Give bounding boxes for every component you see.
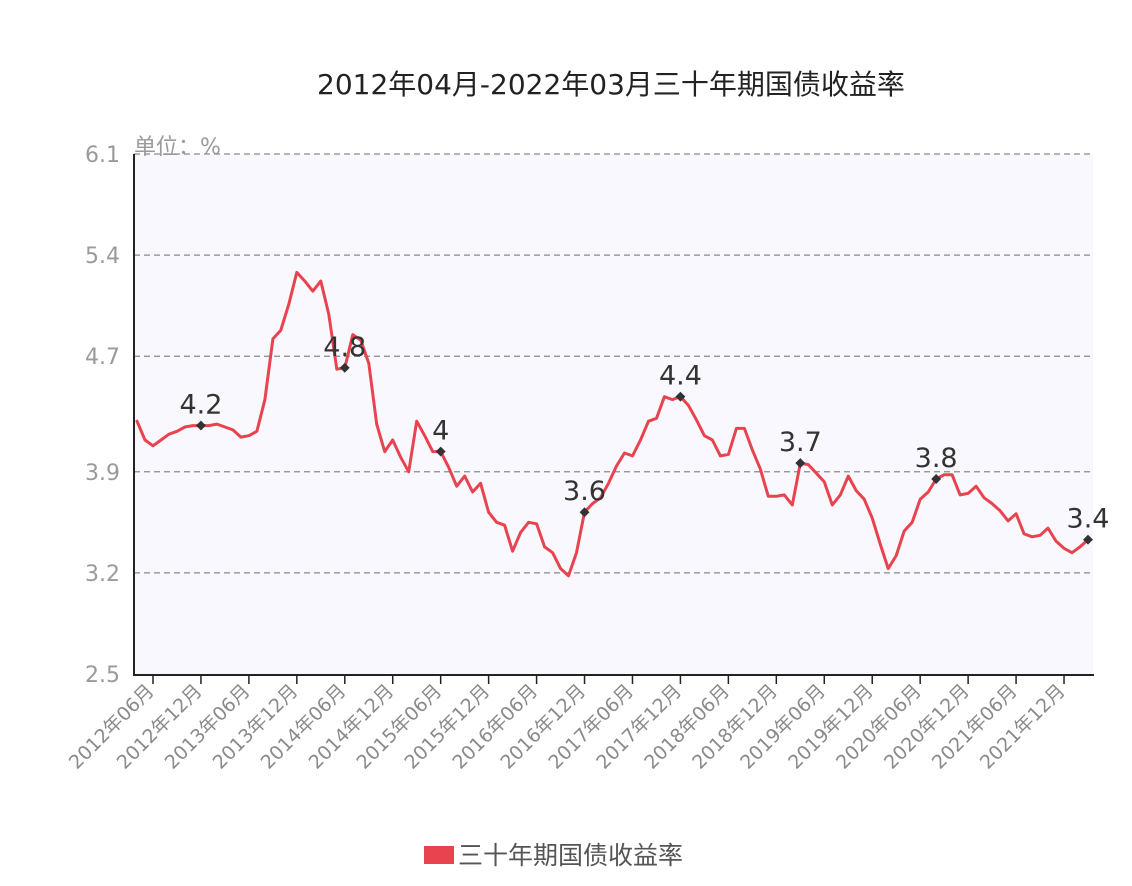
y-tick-label: 6.1 xyxy=(85,143,120,168)
x-axis-ticks: 2012年06月2012年12月2013年06月2013年12月2014年06月… xyxy=(65,675,1070,774)
legend-label: 三十年期国债收益率 xyxy=(458,841,683,870)
y-tick-label: 4.7 xyxy=(85,345,120,370)
data-label: 3.8 xyxy=(915,443,958,474)
data-label: 3.7 xyxy=(779,427,822,458)
data-point-marker xyxy=(931,474,942,484)
data-label: 4.2 xyxy=(179,390,222,421)
unit-label: 单位：% xyxy=(134,135,221,160)
data-point-marker xyxy=(795,458,806,469)
y-tick-label: 2.5 xyxy=(85,663,120,688)
y-tick-label: 3.2 xyxy=(85,562,120,587)
data-point-marker xyxy=(1083,534,1093,545)
data-label: 4 xyxy=(432,416,449,447)
plot-area xyxy=(134,154,1093,674)
yield-series-line xyxy=(135,270,1090,578)
data-label: 3.4 xyxy=(1067,504,1110,535)
data-label: 4.4 xyxy=(659,361,702,392)
data-labels: 4.2 4.8 4 3.6 4.4 3.7 3.8 3.4 xyxy=(179,332,1109,545)
chart-title: 2012年04月-2022年03月三十年期国债收益率 xyxy=(317,68,905,101)
y-tick-label: 5.4 xyxy=(85,244,120,269)
data-point-marker xyxy=(675,391,686,402)
data-label: 4.8 xyxy=(323,332,366,363)
y-axis-ticks: 2.5 3.2 3.9 4.7 5.4 6.1 xyxy=(85,143,120,688)
data-point-marker xyxy=(435,446,446,457)
legend-swatch xyxy=(424,846,454,864)
data-label: 3.6 xyxy=(563,476,606,507)
data-point-marker xyxy=(339,362,350,373)
y-tick-label: 3.9 xyxy=(85,461,120,486)
data-point-marker xyxy=(195,420,206,431)
legend: 三十年期国债收益率 xyxy=(424,841,683,870)
data-point-marker xyxy=(579,507,590,518)
